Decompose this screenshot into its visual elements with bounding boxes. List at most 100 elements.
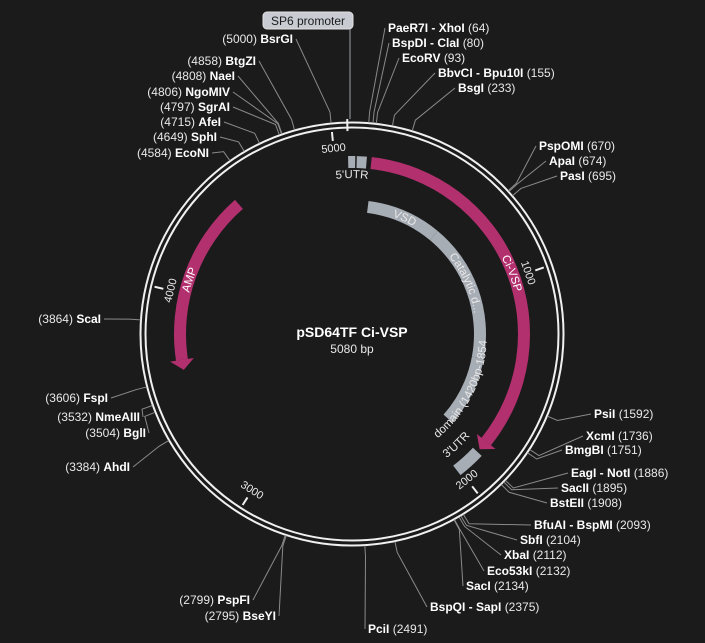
site-label: (4797) SgrAI	[160, 100, 230, 114]
site-label: BbvCI - Bpu10I (155)	[438, 66, 555, 80]
site-label: SacII (1895)	[561, 481, 627, 495]
site-leader-line	[391, 72, 436, 126]
tick-mark	[471, 485, 479, 494]
site-bspqi-sapi[interactable]: BspQI - SapI (2375)	[394, 541, 539, 614]
site-leader-line	[500, 484, 548, 504]
feature-3-utr[interactable]	[453, 447, 482, 476]
site-leader-line	[278, 535, 287, 617]
feature-catalytic-d[interactable]	[429, 230, 486, 359]
site-bbvci-bpu10i[interactable]: BbvCI - Bpu10I (155)	[391, 66, 555, 126]
utr-block	[348, 156, 356, 169]
site-bsrgi[interactable]: (5000) BsrGI	[222, 32, 332, 124]
feature-band	[173, 199, 243, 361]
site-bgli[interactable]: (3504) BglI	[85, 411, 156, 440]
site-pspomi[interactable]: PspOMI (670)	[507, 139, 615, 192]
site-xcmi[interactable]: XcmI (1736)	[529, 429, 653, 457]
site-saci[interactable]: SacI (2134)	[453, 519, 529, 593]
site-bmgbi[interactable]: BmgBI (1751)	[527, 443, 642, 460]
site-leader-line	[503, 481, 559, 491]
feature-5-utr[interactable]	[348, 156, 367, 169]
feature-amp[interactable]	[170, 199, 243, 370]
site-label: (3606) FspI	[45, 391, 108, 405]
site-leader-line	[394, 541, 428, 608]
site-pspfi[interactable]: (2799) PspFI	[179, 535, 286, 607]
site-label: EagI - NotI (1886)	[571, 466, 668, 480]
site-ahdi[interactable]: (3384) AhdI	[65, 440, 170, 474]
site-nmeaiii[interactable]: (3532) NmeAIII	[57, 404, 153, 424]
feature-band	[367, 201, 438, 241]
site-naei[interactable]: (4808) NaeI	[172, 69, 283, 135]
feature-band	[453, 447, 482, 476]
site-bfuai-bspmi[interactable]: BfuAI - BspMI (2093)	[462, 514, 651, 532]
site-sphi[interactable]: (4649) SphI	[153, 130, 245, 152]
site-label: (2799) PspFI	[179, 593, 250, 607]
site-eco53ki[interactable]: Eco53kI (2132)	[454, 519, 570, 578]
site-ecorv[interactable]: EcoRV (93)	[375, 51, 465, 124]
site-leader-line	[508, 160, 547, 192]
plasmid-backbone	[139, 121, 565, 547]
tick-mark	[330, 131, 334, 142]
feature-label-catalytic-d: Catalytic d...	[446, 251, 483, 314]
feature-arrowhead	[170, 358, 194, 370]
feature-arcs	[170, 156, 530, 476]
site-label: PciI (2491)	[368, 622, 427, 636]
site-econi[interactable]: (4584) EcoNI	[137, 146, 231, 161]
feature-band	[429, 230, 486, 359]
site-leader-line	[458, 516, 502, 556]
tick-label: 3000	[238, 479, 265, 502]
site-ngomiv[interactable]: (4806) NgoMIV	[147, 85, 282, 135]
site-leader-line	[460, 515, 518, 541]
site-scai[interactable]: (3864) ScaI	[38, 312, 141, 326]
site-sbfi[interactable]: SbfI (2104)	[460, 515, 581, 547]
site-label: SbfI (2104)	[520, 533, 581, 547]
site-sacii[interactable]: SacII (1895)	[503, 481, 627, 495]
site-label: BfuAI - BspMI (2093)	[534, 518, 651, 532]
site-leader-line	[252, 535, 286, 601]
sp6-promoter-marker[interactable]: SP6 promoter	[262, 11, 354, 119]
site-leader-line	[368, 27, 386, 123]
site-btgzi[interactable]: (4858) BtgZI	[187, 54, 295, 131]
site-label: XcmI (1736)	[586, 429, 653, 443]
site-label: BspQI - SapI (2375)	[430, 600, 539, 614]
site-bspdi-clai[interactable]: BspDI - ClaI (80)	[372, 36, 484, 124]
site-label: (5000) BsrGI	[222, 32, 293, 46]
feature-label-5-utr: 5'UTR	[335, 169, 369, 182]
site-leader-line	[141, 404, 153, 418]
site-leader-line	[411, 87, 456, 131]
site-fspi[interactable]: (3606) FspI	[45, 386, 147, 405]
feature-ci-vsp[interactable]	[370, 157, 530, 450]
site-leader-line	[453, 519, 464, 587]
feature-c2-domain-1420bp-1854bp[interactable]	[443, 356, 484, 423]
site-eagi-noti[interactable]: EagI - NotI (1886)	[505, 466, 668, 489]
feature-vsd[interactable]	[367, 201, 438, 241]
site-leader-line	[375, 57, 400, 124]
site-bsgi[interactable]: BsgI (233)	[411, 81, 515, 131]
feature-band	[443, 356, 484, 423]
site-label: (4715) AfeI	[160, 115, 221, 129]
site-label: (4858) BtgZI	[187, 54, 256, 68]
backbone-inner-ring	[144, 126, 560, 542]
site-paer7i-xhoi[interactable]: PaeR7I - XhoI (64)	[368, 21, 490, 123]
site-label: PsiI (1592)	[594, 407, 653, 421]
site-leader-line	[237, 75, 283, 135]
site-apai[interactable]: ApaI (674)	[508, 154, 606, 192]
site-psii[interactable]: PsiI (1592)	[547, 407, 653, 422]
site-afei[interactable]: (4715) AfeI	[160, 115, 260, 144]
site-label: EcoRV (93)	[402, 51, 465, 65]
site-xbai[interactable]: XbaI (2112)	[458, 516, 566, 562]
sp6-promoter-box	[262, 11, 354, 30]
site-bsteii[interactable]: BstEII (1908)	[500, 484, 622, 510]
site-label: PaeR7I - XhoI (64)	[388, 21, 489, 35]
site-leader-line	[219, 136, 245, 152]
plasmid-title-group: pSD64TF Ci-VSP 5080 bp	[296, 324, 407, 356]
site-sgrai[interactable]: (4797) SgrAI	[160, 100, 280, 136]
site-bseyi[interactable]: (2795) BseYI	[205, 535, 287, 623]
site-pasi[interactable]: PasI (695)	[512, 169, 616, 196]
site-pcii[interactable]: PciI (2491)	[364, 545, 428, 636]
site-leader-line	[364, 545, 367, 630]
site-label: (4808) NaeI	[172, 69, 235, 83]
site-label: PspOMI (670)	[539, 139, 615, 153]
site-label: (4649) SphI	[153, 130, 217, 144]
site-label: BspDI - ClaI (80)	[392, 36, 484, 50]
